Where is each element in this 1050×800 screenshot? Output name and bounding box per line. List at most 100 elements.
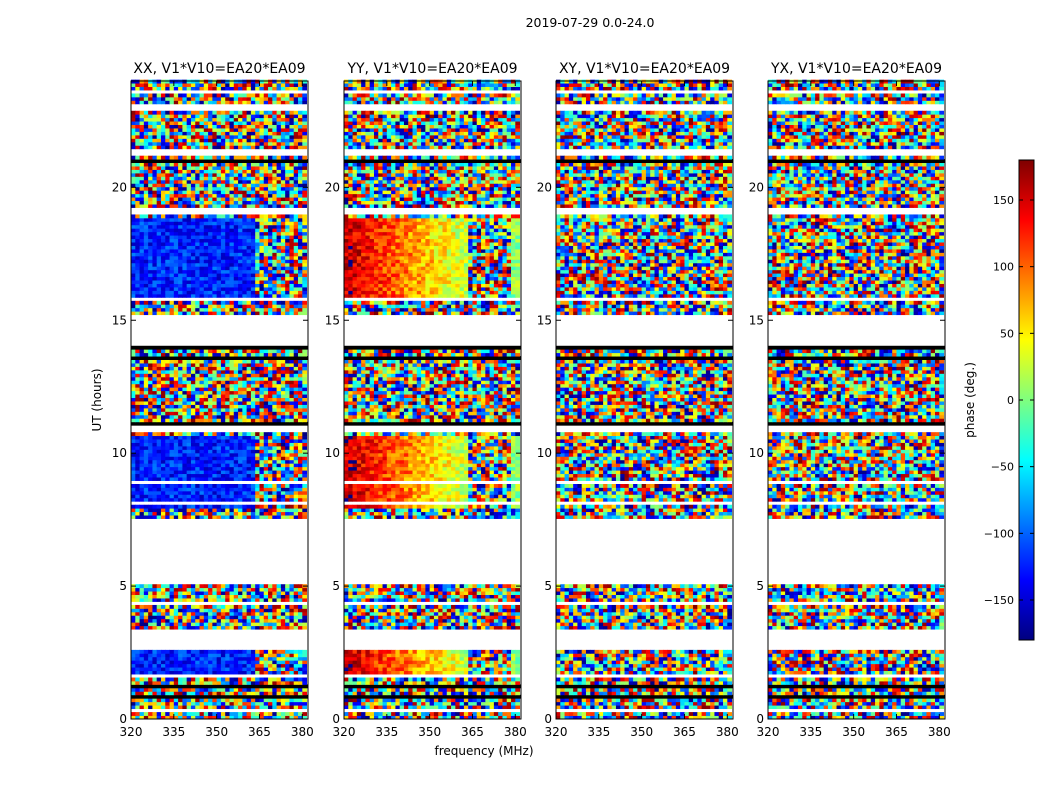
heatmap-cell [190, 155, 196, 160]
heatmap-cell [165, 359, 170, 364]
heatmap-cell [255, 487, 260, 492]
heatmap-cell [276, 169, 282, 174]
heatmap-cell [268, 459, 273, 464]
heatmap-cell [220, 217, 226, 222]
heatmap-cell [289, 141, 295, 146]
heatmap-cell [263, 698, 269, 703]
heatmap-cell [298, 376, 303, 381]
heatmap-cell [199, 249, 205, 253]
heatmap-cell [139, 190, 145, 195]
heatmap-cell [268, 618, 273, 623]
heatmap-cell [182, 649, 188, 654]
heatmap-cell [259, 311, 265, 316]
heatmap-cell [131, 283, 136, 288]
heatmap-cell [216, 466, 222, 471]
heatmap-cell [276, 283, 282, 288]
heatmap-cell [208, 667, 213, 672]
heatmap-cell [280, 615, 286, 620]
heatmap-cell [250, 252, 256, 257]
heatmap-cell [220, 701, 226, 706]
heatmap-cell [203, 667, 209, 672]
heatmap-cell [178, 404, 183, 409]
heatmap-cell [139, 622, 145, 627]
heatmap-cell [302, 162, 308, 167]
heatmap-cell [293, 311, 299, 316]
heatmap-cell [169, 608, 175, 613]
heatmap-cell [280, 369, 286, 374]
heatmap-cell [263, 235, 269, 240]
heatmap-cell [182, 604, 188, 609]
heatmap-cell [195, 349, 200, 354]
heatmap-cell [165, 490, 170, 495]
heatmap-cell [135, 622, 140, 627]
heatmap-cell [212, 383, 218, 388]
heatmap-cell [259, 269, 265, 274]
heatmap-cell [255, 366, 260, 371]
heatmap-cell [199, 228, 205, 233]
heatmap-cell [220, 397, 226, 402]
heatmap-cell [190, 235, 196, 240]
heatmap-cell [169, 311, 175, 316]
heatmap-cell [246, 269, 252, 274]
heatmap-cell [280, 380, 286, 385]
heatmap-cell [238, 363, 243, 367]
heatmap-cell [160, 138, 166, 143]
heatmap-cell [186, 622, 192, 627]
heatmap-cell [220, 604, 226, 609]
heatmap-cell [143, 363, 149, 367]
heatmap-cell [280, 217, 286, 222]
heatmap-cell [268, 179, 273, 184]
heatmap-cell [148, 387, 153, 392]
heatmap-cell [263, 497, 269, 502]
heatmap-cell [233, 162, 239, 167]
heatmap-cell [246, 459, 252, 464]
heatmap-cell [250, 242, 256, 246]
heatmap-cell [233, 667, 239, 672]
heatmap-cell [182, 487, 188, 492]
heatmap-cell [173, 307, 179, 312]
heatmap-cell [293, 373, 299, 378]
heatmap-cell [263, 705, 269, 710]
heatmap-cell [131, 262, 136, 267]
heatmap-cell [225, 155, 230, 160]
heatmap-cell [272, 169, 278, 174]
heatmap-cell [182, 304, 188, 309]
heatmap-cell [165, 484, 170, 488]
heatmap-cell [165, 463, 170, 468]
heatmap-cell [276, 179, 282, 184]
heatmap-cell [160, 656, 166, 661]
heatmap-cell [139, 307, 145, 312]
heatmap-cell [160, 401, 166, 405]
heatmap-cell [298, 134, 303, 139]
heatmap-cell [220, 439, 226, 443]
heatmap-cell [225, 591, 230, 595]
heatmap-cell [259, 452, 265, 457]
heatmap-cell [276, 238, 282, 243]
heatmap-cell [272, 300, 278, 305]
heatmap-cell [298, 584, 303, 589]
heatmap-cell [280, 663, 286, 668]
heatmap-cell [238, 190, 243, 195]
heatmap-cell [173, 128, 179, 132]
heatmap-cell [195, 172, 200, 177]
heatmap-cell [199, 691, 205, 696]
heatmap-cell [152, 667, 158, 672]
heatmap-cell [298, 238, 303, 243]
heatmap-cell [263, 266, 269, 271]
heatmap-cell [212, 290, 218, 295]
heatmap-cell [135, 252, 140, 257]
heatmap-cell [173, 376, 179, 381]
heatmap-cell [143, 705, 149, 710]
heatmap-cell [160, 183, 166, 188]
heatmap-cell [173, 300, 179, 305]
heatmap-cell [143, 383, 149, 388]
heatmap-cell [280, 121, 286, 125]
heatmap-cell [220, 138, 226, 143]
heatmap-cell [238, 276, 243, 281]
heatmap-cell [199, 190, 205, 195]
heatmap-cell [190, 449, 196, 454]
heatmap-cell [289, 439, 295, 443]
heatmap-cell [182, 373, 188, 378]
heatmap-cell [216, 435, 222, 440]
heatmap-cell [178, 166, 183, 170]
